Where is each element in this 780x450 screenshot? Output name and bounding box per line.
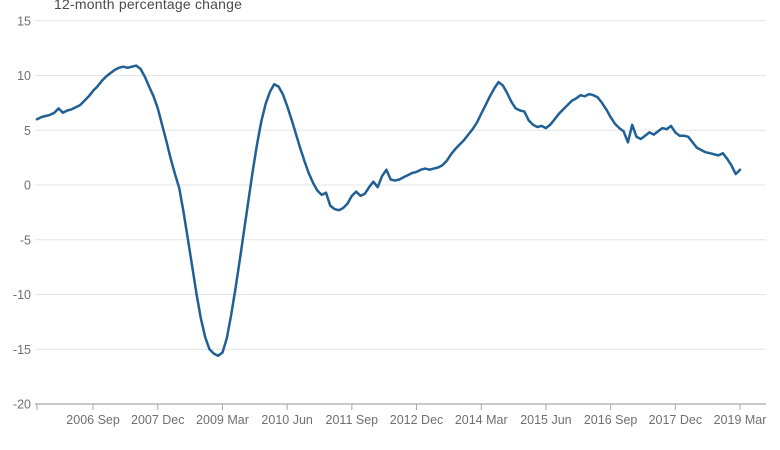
x-axis-label: 2012 Dec: [390, 413, 444, 427]
x-axis-label: 2019 Mar: [714, 413, 767, 427]
x-axis-label: 2009 Mar: [196, 413, 249, 427]
data-line-series: [35, 64, 742, 358]
x-axis-label: 2015 Jun: [520, 413, 571, 427]
y-axis-label: 5: [24, 124, 31, 138]
y-axis-label: -15: [13, 343, 31, 357]
y-axis-label: 10: [17, 69, 31, 83]
y-axis-label: -5: [20, 233, 31, 247]
x-axis-label: 2017 Dec: [649, 413, 703, 427]
y-axis-label: 0: [24, 179, 31, 193]
x-axis-label: 2011 Sep: [326, 413, 379, 427]
x-axis-label: 2006 Sep: [66, 413, 120, 427]
y-axis-label: -20: [13, 398, 31, 412]
y-axis-label: 15: [17, 14, 31, 28]
chart-title: 12-month percentage change: [54, 0, 243, 12]
y-axis-label: -10: [13, 288, 31, 302]
x-axis-label: 2014 Mar: [455, 413, 508, 427]
x-axis-label: 2007 Dec: [131, 413, 185, 427]
x-axis-label: 2016 Sep: [584, 413, 638, 427]
x-axis-label: 2010 Jun: [261, 413, 312, 427]
